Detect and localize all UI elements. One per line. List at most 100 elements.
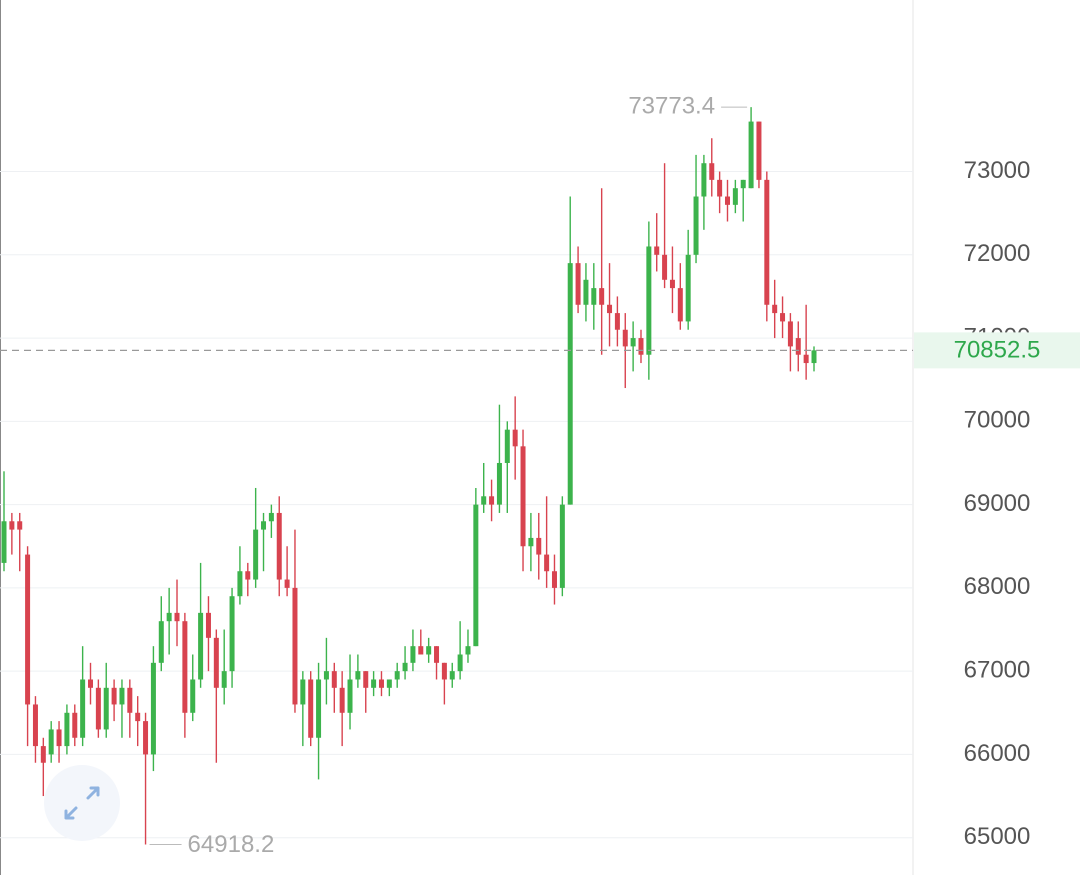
candle-body — [811, 350, 817, 364]
y-tick-label: 65000 — [964, 823, 1031, 850]
candle-body — [371, 679, 377, 688]
candle-body — [237, 571, 243, 597]
candle-body — [276, 512, 282, 580]
candle-body — [40, 746, 46, 763]
candle-body — [559, 504, 565, 588]
candle-body — [614, 313, 620, 330]
expand-button[interactable] — [44, 765, 120, 841]
expand-icon[interactable] — [64, 786, 100, 820]
candle-body — [402, 662, 408, 672]
min-label: 64918.2 — [188, 831, 275, 858]
candle-body — [685, 254, 691, 322]
y-tick-label: 67000 — [964, 656, 1031, 683]
y-tick-label: 72000 — [964, 240, 1031, 267]
candle-body — [292, 587, 298, 705]
candle-body — [803, 354, 809, 364]
candle-body — [410, 646, 416, 663]
candle-body — [449, 671, 455, 680]
candle-body — [740, 179, 746, 189]
candle-body — [190, 679, 196, 713]
candle-body — [198, 612, 204, 680]
candle-body — [253, 529, 259, 580]
candle-body — [465, 646, 471, 655]
candle-body — [32, 704, 38, 747]
candle-body — [528, 537, 534, 547]
candle-body — [426, 646, 432, 655]
candle-body — [717, 179, 723, 197]
candle-body — [496, 462, 502, 505]
candle-body — [662, 254, 668, 280]
candle-body — [48, 729, 54, 755]
candle-body — [166, 612, 172, 622]
candle-body — [378, 679, 384, 688]
candle-body — [111, 687, 117, 705]
expand-circle[interactable] — [44, 765, 120, 841]
y-tick-label: 69000 — [964, 490, 1031, 517]
candle-body — [520, 446, 526, 547]
candle-body — [512, 429, 518, 447]
candle-body — [363, 671, 369, 688]
candle-body — [787, 321, 793, 347]
candle-body — [772, 304, 778, 314]
candle-body — [693, 196, 699, 255]
candle-body — [434, 646, 440, 663]
candle-body — [441, 662, 447, 680]
candle-body — [504, 429, 510, 463]
candle-body — [780, 313, 786, 322]
candle-body — [748, 121, 754, 189]
candle-body — [213, 637, 219, 688]
candle-body — [316, 679, 322, 738]
max-label: 73773.4 — [628, 92, 715, 119]
candle-body — [17, 521, 23, 530]
candle-body — [355, 671, 361, 680]
candle-body — [347, 679, 353, 713]
candle-body — [135, 712, 141, 722]
candle-body — [536, 537, 542, 555]
candle-body — [25, 554, 31, 705]
last-price-label: 70852.5 — [954, 337, 1041, 364]
candle-body — [331, 671, 337, 688]
candle-body — [591, 288, 597, 305]
candle-body — [119, 687, 125, 705]
candle-body — [481, 496, 487, 505]
y-tick-label: 66000 — [964, 740, 1031, 767]
candle-body — [638, 338, 644, 355]
candle-body — [95, 687, 101, 730]
candle-body — [143, 721, 149, 755]
candle-body — [300, 679, 306, 705]
candle-body — [64, 712, 70, 747]
candle-body — [418, 646, 424, 655]
candle-body — [221, 671, 227, 688]
candle-body — [174, 612, 180, 622]
candle-body — [261, 521, 267, 530]
candle-body — [701, 163, 707, 197]
candle-body — [88, 679, 94, 688]
candle-body — [677, 288, 683, 322]
candle-body — [646, 246, 652, 355]
candle-body — [575, 263, 581, 305]
y-tick-label: 70000 — [964, 407, 1031, 434]
candle-body — [764, 179, 770, 305]
candle-body — [544, 554, 550, 572]
candle-body — [386, 679, 392, 688]
candle-body — [56, 729, 62, 747]
candle-body — [80, 679, 86, 738]
candle-body — [599, 288, 605, 305]
candle-body — [268, 512, 274, 522]
candle-body — [182, 621, 188, 713]
candle-body — [622, 329, 628, 347]
candle-body — [607, 304, 613, 314]
candle-body — [150, 662, 156, 755]
candle-body — [394, 671, 400, 680]
candle-body — [158, 621, 164, 663]
candle-body — [489, 496, 495, 505]
candle-body — [229, 596, 235, 672]
candle-body — [709, 163, 715, 180]
candle-body — [795, 338, 801, 355]
candle-body — [630, 338, 636, 347]
candle-body — [308, 679, 314, 738]
candle-body — [669, 279, 675, 289]
candle-body — [205, 612, 211, 638]
